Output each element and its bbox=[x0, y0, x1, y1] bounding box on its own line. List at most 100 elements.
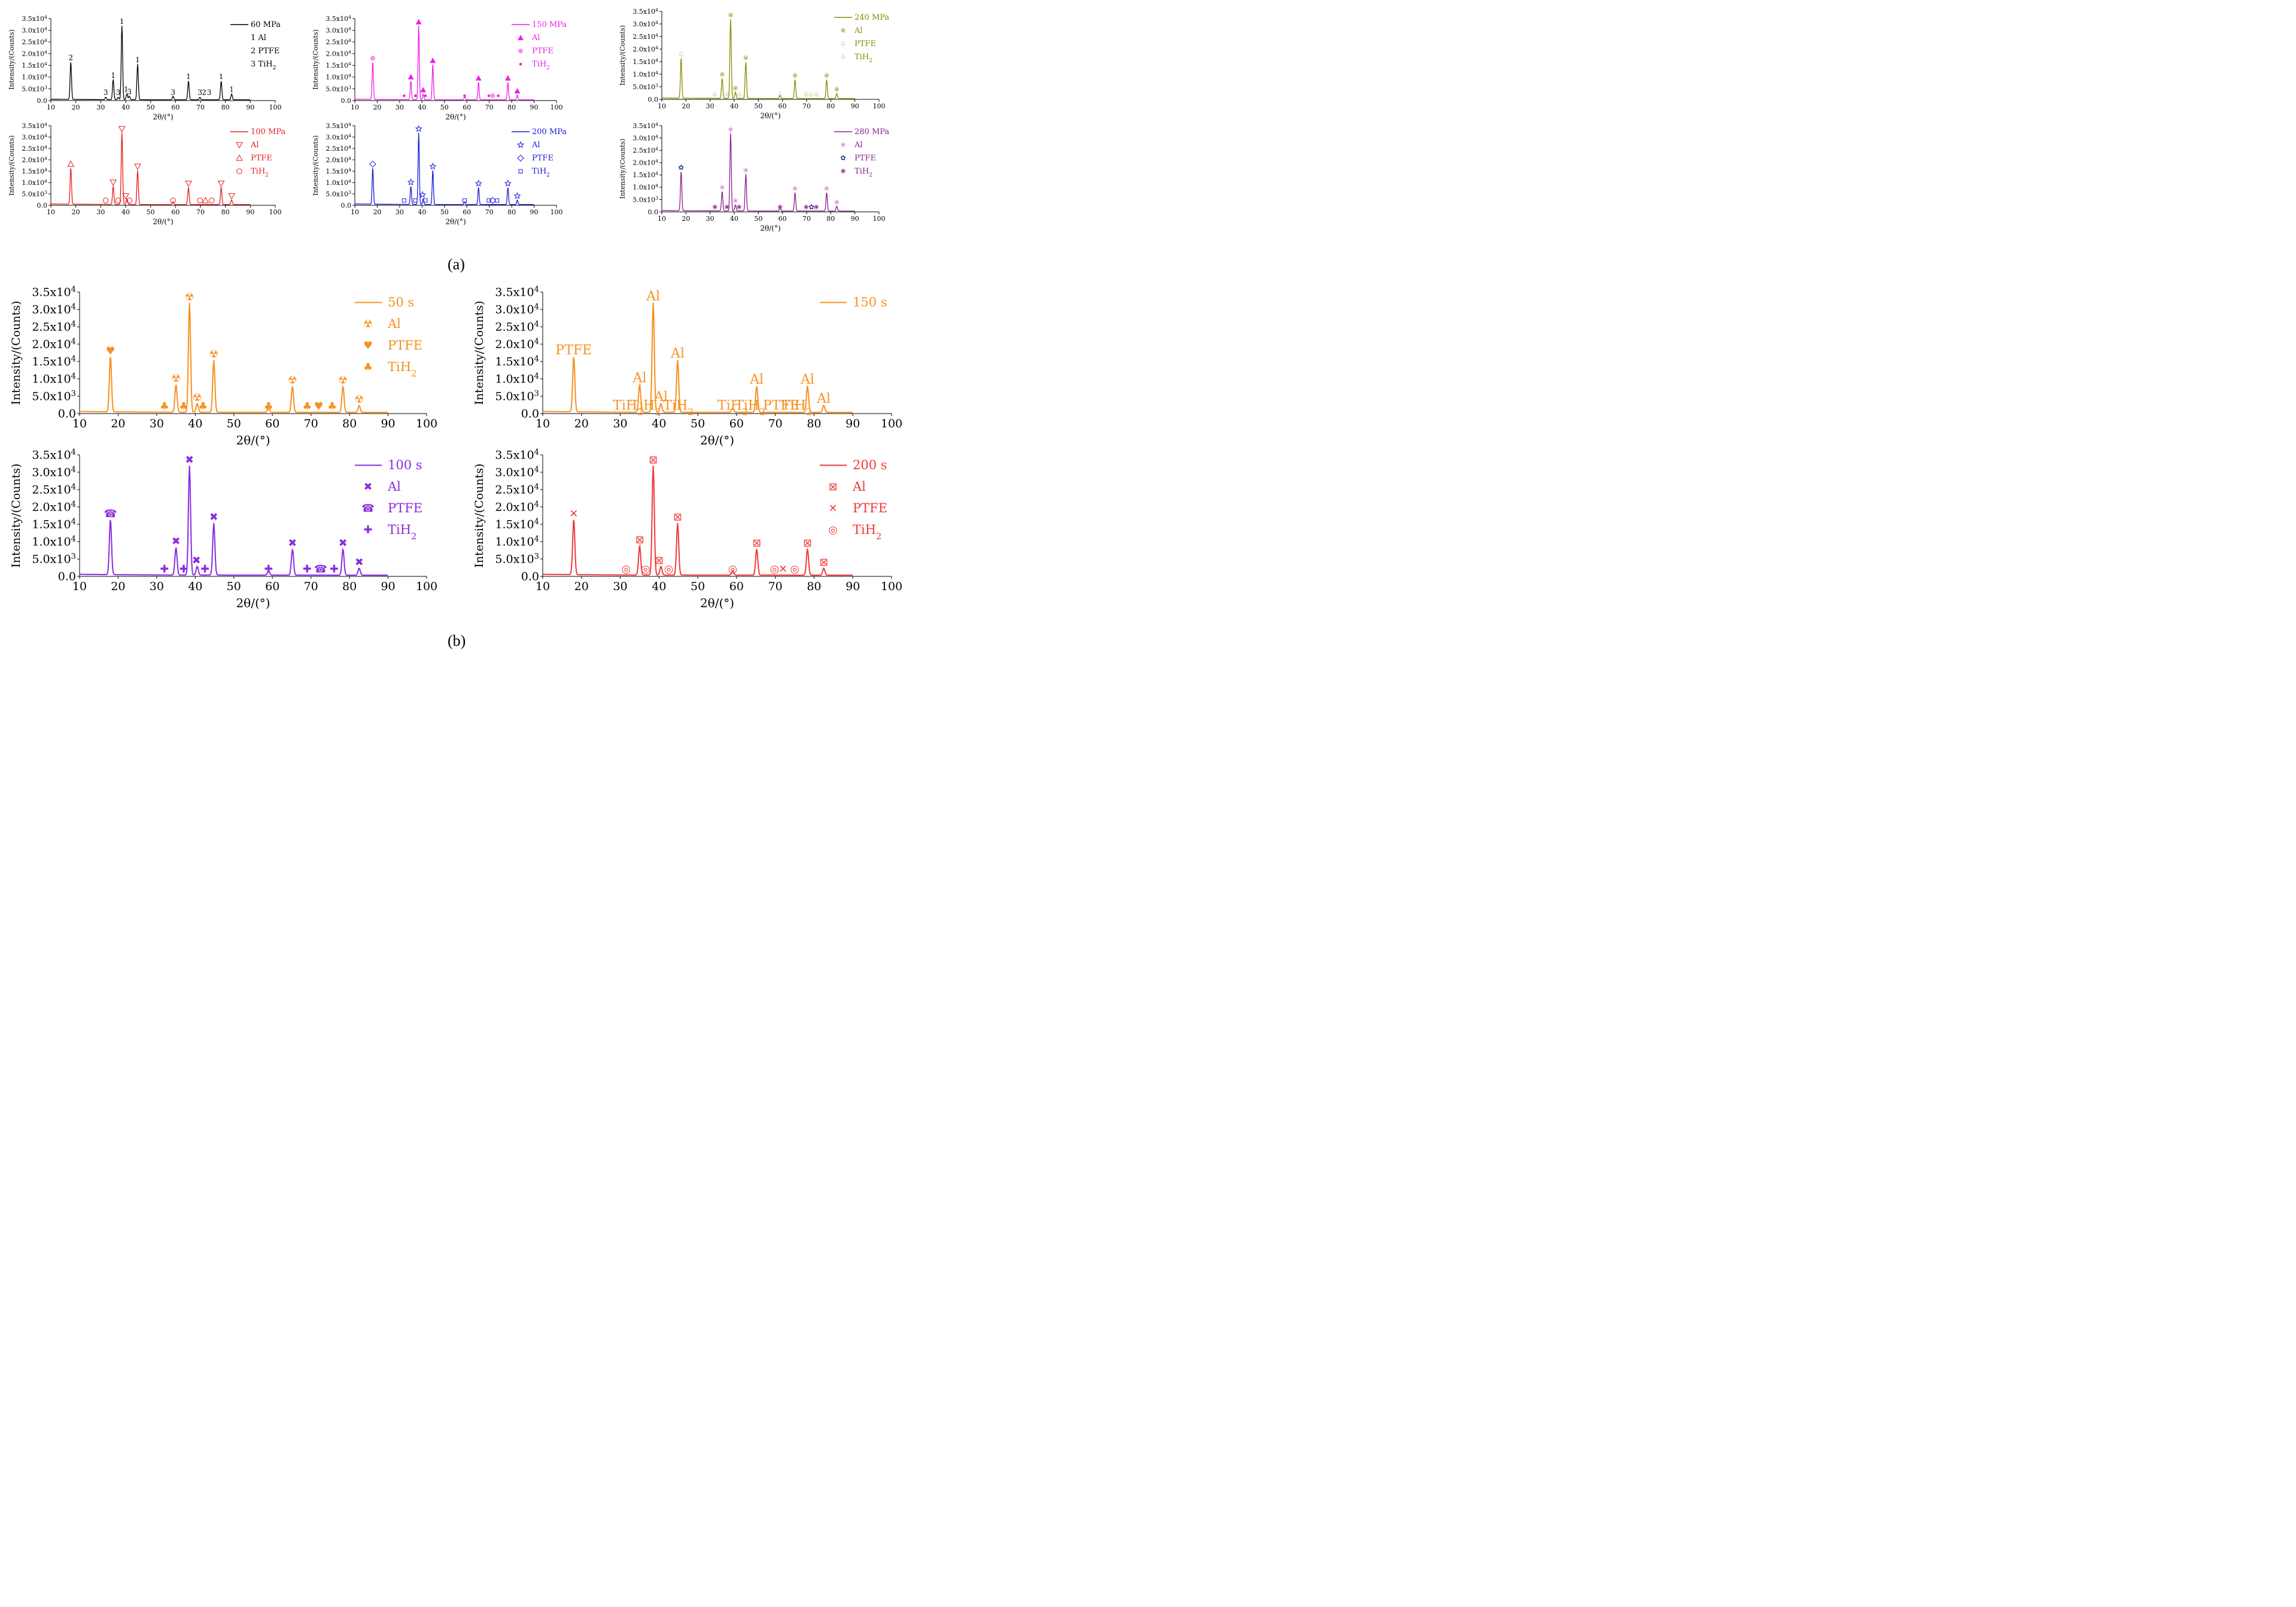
legend-title: 280 MPa bbox=[854, 127, 889, 136]
peak-marker-tih2 bbox=[126, 198, 132, 203]
peak-marker-tih2 bbox=[413, 94, 417, 98]
x-tick-label: 40 bbox=[730, 215, 738, 223]
peak-marker-al: ❀ bbox=[719, 184, 725, 192]
peak-marker-tih2: ♧ bbox=[736, 91, 742, 99]
peak-marker-al: ❀ bbox=[824, 185, 829, 193]
peak-marker-al: ⊠ bbox=[752, 537, 761, 549]
x-tick-label: 20 bbox=[574, 417, 589, 430]
series-line bbox=[662, 19, 855, 99]
y-axis-title: Intensity/(Counts) bbox=[8, 135, 16, 196]
x-tick-label: 80 bbox=[221, 104, 230, 111]
y-tick-label: 5.0x103 bbox=[32, 552, 76, 566]
legend-entry: PTFE bbox=[532, 47, 554, 56]
legend-title: 150 MPa bbox=[532, 20, 567, 29]
peak-label: 3 bbox=[197, 89, 202, 97]
peak-marker-ptfe bbox=[202, 196, 209, 203]
peak-label: PTFE bbox=[555, 343, 592, 358]
x-tick-label: 90 bbox=[530, 208, 539, 216]
chart-panel-100-s: 10 20 30 40 50 60 70 80 90 100 0.0 5.0x103 1.0x104 1.… bbox=[10, 448, 437, 610]
x-tick-label: 100 bbox=[873, 215, 886, 223]
peak-label: 1 bbox=[135, 56, 140, 64]
y-tick-label: 0.0 bbox=[37, 202, 48, 209]
peak-marker-al: ☢ bbox=[209, 349, 218, 361]
y-tick-label: 1.5x104 bbox=[632, 171, 658, 180]
x-tick-label: 40 bbox=[730, 102, 738, 110]
legend-title: 240 MPa bbox=[854, 13, 889, 22]
chart-panel-200-s: 10 20 30 40 50 60 70 80 90 100 0.0 5.0x103 1.0x104 1.… bbox=[473, 448, 902, 610]
peak-marker-al: ❀ bbox=[834, 198, 840, 206]
y-tick-label: 3.0x104 bbox=[495, 302, 539, 317]
legend-marker-ptfe bbox=[518, 48, 523, 53]
peak-marker-ptfe-core bbox=[492, 95, 494, 97]
x-tick-label: 60 bbox=[729, 580, 744, 593]
peak-marker-al bbox=[513, 192, 521, 199]
x-tick-label: 80 bbox=[807, 580, 821, 593]
x-tick-label: 10 bbox=[536, 417, 550, 430]
y-tick-label: 2.5x104 bbox=[22, 144, 47, 153]
x-tick-label: 60 bbox=[171, 208, 180, 216]
peak-marker-tih2 bbox=[197, 198, 203, 203]
peak-marker-tih2: ❀ bbox=[736, 203, 741, 211]
peak-marker-al bbox=[420, 87, 427, 93]
peak-marker-al: ✖ bbox=[355, 557, 364, 569]
legend-entry: PTFE bbox=[388, 338, 422, 353]
peak-marker-tih2 bbox=[487, 94, 491, 98]
y-tick-label: 2.0x104 bbox=[495, 337, 539, 351]
peak-label: 3 bbox=[171, 89, 175, 97]
peak-marker-tih2 bbox=[413, 198, 418, 203]
peak-marker-ptfe: ☎ bbox=[104, 508, 117, 520]
peak-marker-al: ※ bbox=[792, 72, 798, 80]
y-tick-label: 2.0x104 bbox=[632, 44, 658, 53]
peak-marker-al: ❀ bbox=[792, 185, 798, 193]
legend-entry: 1 Al bbox=[251, 34, 266, 42]
peak-label: 2 bbox=[69, 54, 74, 62]
legend-title: 200 s bbox=[853, 458, 887, 472]
x-tick-label: 90 bbox=[846, 580, 860, 593]
peak-marker-al: ☢ bbox=[338, 375, 348, 387]
y-tick-label: 2.5x104 bbox=[495, 320, 539, 334]
legend-marker-ptfe: ✕ bbox=[829, 503, 838, 515]
y-tick-label: 2.0x104 bbox=[326, 49, 351, 58]
series-line bbox=[355, 26, 534, 101]
legend-entry: TiH2 bbox=[854, 53, 872, 64]
y-tick-label: 3.5x104 bbox=[22, 121, 47, 130]
legend-marker-tih2: ♣ bbox=[363, 362, 373, 373]
x-tick-label: 40 bbox=[188, 417, 202, 430]
x-tick-label: 90 bbox=[381, 417, 395, 430]
x-tick-label: 80 bbox=[826, 102, 835, 110]
peak-label: Al bbox=[646, 289, 660, 304]
x-tick-label: 60 bbox=[729, 417, 744, 430]
peak-marker-ptfe bbox=[369, 160, 376, 168]
peak-marker-tih2 bbox=[209, 198, 215, 203]
x-tick-label: 90 bbox=[246, 208, 254, 216]
peak-label: 1 bbox=[120, 17, 124, 26]
peak-label: 1 bbox=[111, 71, 115, 80]
legend-entry: Al bbox=[854, 26, 863, 35]
y-tick-label: 1.0x104 bbox=[495, 372, 539, 386]
y-tick-label: 2.5x104 bbox=[32, 320, 76, 334]
chart-panel-200-mpa: 10 20 30 40 50 60 70 80 90 100 0.0 5.0x103 1.0x104 1.… bbox=[312, 121, 567, 226]
peak-marker-al bbox=[134, 163, 141, 171]
x-tick-label: 20 bbox=[373, 208, 381, 216]
x-tick-label: 60 bbox=[265, 580, 279, 593]
x-tick-label: 10 bbox=[72, 580, 87, 593]
peak-marker-tih2: ♣ bbox=[327, 401, 337, 413]
x-axis-title: 2θ/(°) bbox=[153, 113, 173, 121]
y-tick-label: 2.5x104 bbox=[32, 482, 76, 497]
y-tick-label: 0.0 bbox=[341, 97, 352, 105]
legend-marker-al: ❀ bbox=[840, 141, 846, 149]
x-tick-label: 100 bbox=[873, 102, 886, 110]
peak-marker-al: ⊠ bbox=[673, 512, 682, 524]
x-tick-label: 90 bbox=[851, 215, 859, 223]
peak-marker-ptfe: ✕ bbox=[569, 508, 578, 520]
peak-marker-al: ⊠ bbox=[635, 534, 644, 546]
peak-label: 1 bbox=[229, 86, 234, 94]
peak-marker-ptfe: ♤ bbox=[808, 91, 814, 99]
y-tick-label: 5.0x103 bbox=[22, 189, 47, 198]
y-tick-label: 1.5x104 bbox=[22, 61, 47, 70]
x-tick-label: 50 bbox=[691, 417, 705, 430]
y-tick-label: 1.5x104 bbox=[32, 517, 76, 531]
legend-title: 100 MPa bbox=[251, 127, 285, 136]
legend-marker-al: ☢ bbox=[363, 318, 373, 330]
series-line bbox=[543, 466, 853, 576]
